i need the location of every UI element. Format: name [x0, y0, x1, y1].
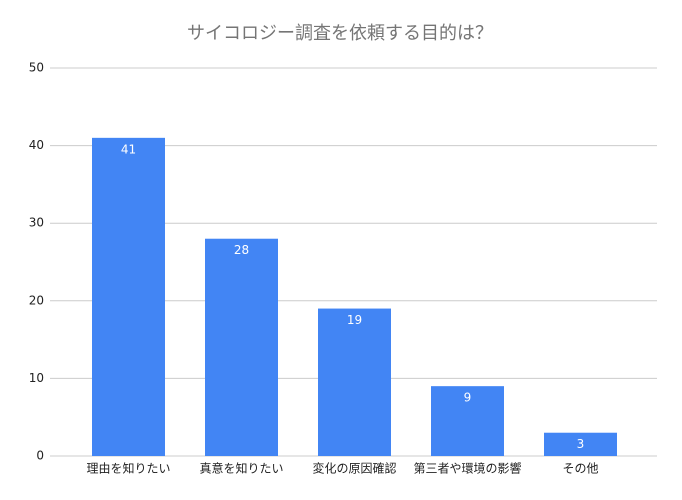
y-tick-label: 30	[29, 216, 44, 230]
value-label: 41	[121, 142, 136, 156]
value-label: 19	[347, 313, 362, 327]
value-label: 28	[234, 243, 249, 257]
bar	[205, 238, 278, 456]
y-tick-label: 50	[29, 61, 44, 75]
y-tick-label: 0	[36, 449, 44, 463]
y-tick-label: 10	[29, 371, 44, 385]
bar	[544, 432, 617, 456]
chart-title: サイコロジー調査を依頼する目的は？	[187, 23, 493, 44]
bar	[92, 137, 165, 456]
x-tick-label: 第三者や環境の影響	[413, 461, 521, 476]
value-label: 9	[464, 391, 472, 405]
bar	[318, 308, 391, 456]
x-tick-label: その他	[562, 462, 598, 476]
bar	[431, 386, 504, 456]
value-label: 3	[577, 437, 585, 451]
x-tick-label: 理由を知りたい	[86, 462, 170, 476]
y-tick-label: 40	[29, 138, 44, 152]
y-tick-label: 20	[29, 293, 44, 307]
x-tick-label: 変化の原因確認	[312, 461, 396, 476]
x-tick-label: 真意を知りたい	[199, 461, 283, 476]
